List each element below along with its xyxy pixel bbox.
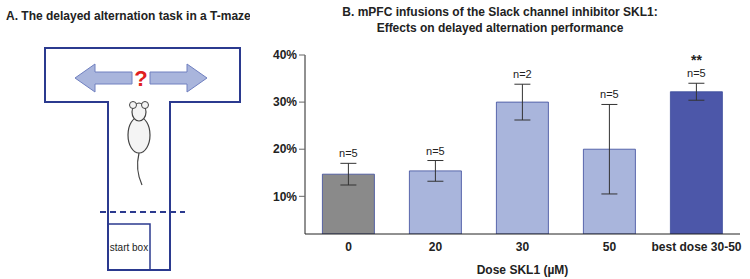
svg-text:50: 50 [603, 240, 617, 254]
svg-text:n=5: n=5 [426, 145, 445, 157]
svg-text:30: 30 [516, 240, 530, 254]
svg-text:10%: 10% [273, 190, 297, 204]
svg-text:n=5: n=5 [600, 88, 619, 100]
svg-text:n=5: n=5 [339, 147, 358, 159]
svg-text:0: 0 [345, 240, 352, 254]
svg-text:best dose 30-50: best dose 30-50 [651, 240, 741, 254]
svg-text:start box: start box [110, 242, 148, 253]
svg-text:?: ? [134, 66, 147, 91]
svg-text:20: 20 [429, 240, 443, 254]
svg-text:A. The delayed alternation tas: A. The delayed alternation task in a T-m… [6, 9, 250, 23]
svg-text:n=5: n=5 [687, 67, 706, 79]
html-text:Effects on delayed alternation: Effects on delayed alternation performan… [376, 21, 624, 35]
svg-text:**: ** [691, 52, 702, 68]
html-text:B. mPFC infusions of the Slack: B. mPFC infusions of the Slack channel i… [342, 5, 658, 19]
svg-text:40%: 40% [273, 48, 297, 62]
svg-text:n=2: n=2 [513, 68, 532, 80]
svg-text:30%: 30% [273, 95, 297, 109]
svg-text:20%: 20% [273, 142, 297, 156]
svg-text:Dose SKL1 (µM): Dose SKL1 (µM) [477, 263, 569, 277]
